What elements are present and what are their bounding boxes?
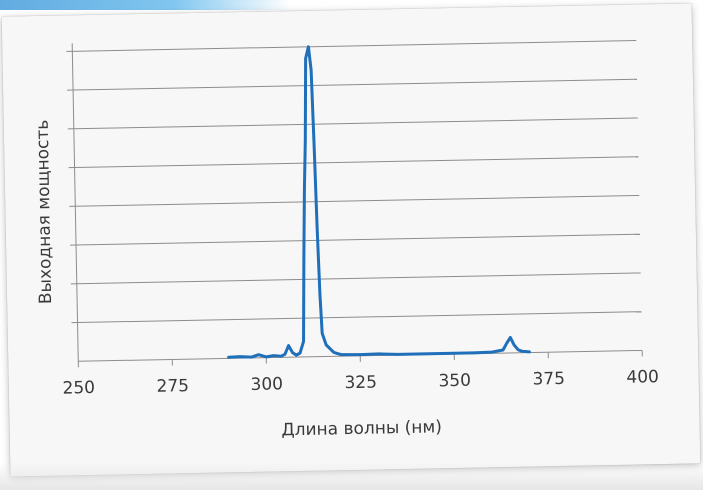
- header-color-strip: [0, 0, 290, 10]
- gridline-y-6: [73, 117, 638, 130]
- x-tick-label-325: 325: [344, 373, 377, 394]
- gridline-y-8: [72, 39, 637, 52]
- x-tick-label-400: 400: [626, 367, 659, 388]
- x-axis-title: Длина волны (нм): [281, 417, 442, 440]
- y-axis-title: Выходная мощность: [33, 119, 57, 304]
- x-tick-label-275: 275: [156, 376, 189, 397]
- x-tick-label-350: 350: [438, 371, 471, 392]
- gridline-y-2: [76, 272, 641, 285]
- x-tick-label-300: 300: [250, 374, 283, 395]
- series-line-0: [227, 45, 531, 359]
- grid-lines: [72, 39, 642, 324]
- gridline-y-1: [77, 311, 642, 324]
- y-axis-line: [71, 43, 79, 362]
- paper-shadow-foot: [0, 462, 703, 490]
- gridline-y-5: [74, 156, 639, 169]
- gridline-y-3: [76, 233, 640, 246]
- x-tick-labels: 250 275 300 325 350 375 400: [62, 367, 659, 398]
- gridline-y-7: [73, 78, 637, 91]
- x-tick-label-250: 250: [62, 378, 95, 399]
- x-tick-label-375: 375: [532, 369, 565, 390]
- series-layer: [227, 45, 531, 359]
- gridline-y-4: [75, 194, 640, 207]
